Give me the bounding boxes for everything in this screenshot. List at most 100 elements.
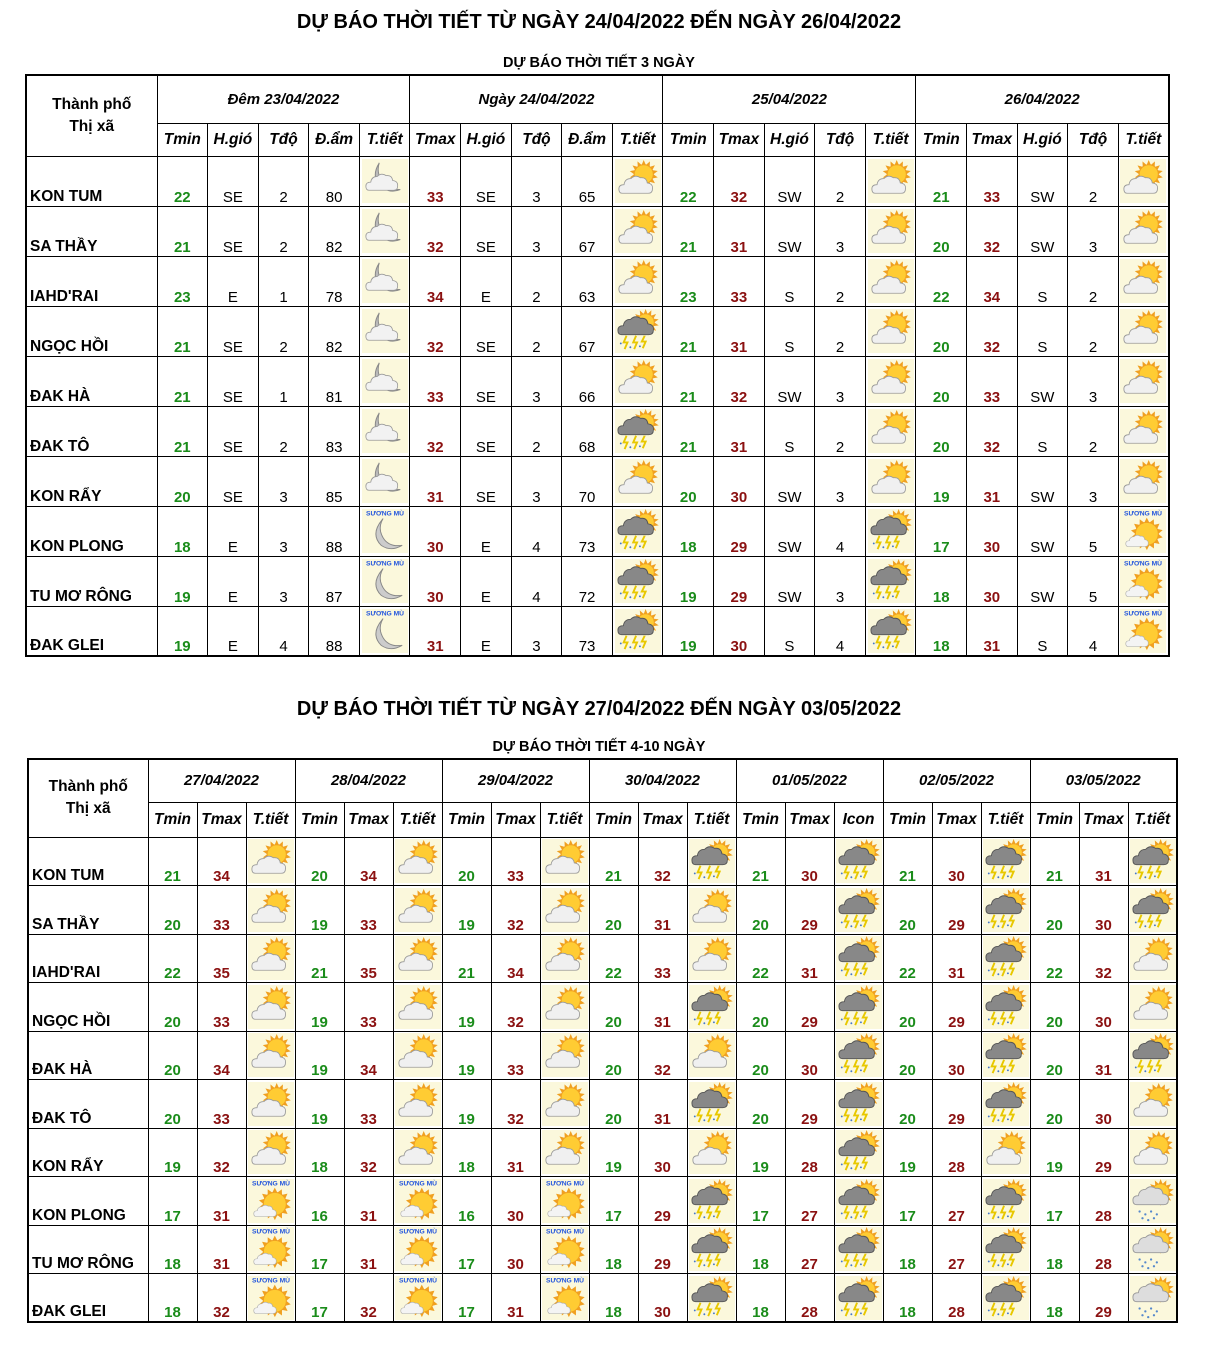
city-name: IAHD'RAI (25, 255, 158, 307)
tmax-value: 30 (637, 1273, 688, 1323)
column-header: Tđộ (257, 122, 310, 157)
thunderstorm-icon (833, 1273, 884, 1323)
tmin-value: 20 (294, 836, 345, 886)
table-row: KON PLONG 17 31 SƯƠNG MÙ 16 31 SƯƠNG MÙ 16 30 SƯƠ… (27, 1176, 1178, 1226)
tmin-value: 22 (1029, 933, 1080, 983)
humidity-value: 88 (308, 605, 360, 657)
tmax-value: 29 (784, 982, 835, 1032)
column-header: T.tiết (392, 801, 443, 838)
wind-force: 2 (814, 255, 866, 307)
tmax-value: 31 (966, 455, 1018, 507)
wind-force: 3 (814, 205, 866, 257)
wind-direction: E (207, 505, 259, 557)
sun-cloud-icon (1117, 255, 1170, 307)
wind-direction: SE (460, 155, 512, 207)
wind-force: 2 (510, 405, 563, 457)
tmax-value: 30 (713, 455, 765, 507)
table-row: NGỌC HỒI 21 SE 2 82 32 SE 2 67 21 31 S 2 20 32 S 2 (25, 305, 1170, 357)
tmax-value: 33 (490, 1030, 541, 1080)
tmax-value: 32 (409, 205, 462, 257)
tmax-value: 32 (196, 1127, 247, 1177)
forecast-title-10day: DỰ BÁO THỜI TIẾT TỪ NGÀY 27/04/2022 ĐẾN … (296, 698, 902, 720)
table-row: ĐAK TÔ 21 SE 2 83 32 SE 2 68 21 31 S 2 20 32 S 2 (25, 405, 1170, 457)
wind-force: 2 (814, 305, 866, 357)
thunderstorm-icon (833, 1030, 884, 1080)
sun-cloud-icon (864, 355, 917, 407)
tmax-value: 29 (713, 505, 765, 557)
tmin-value: 19 (662, 555, 715, 607)
thunderstorm-icon (686, 1176, 737, 1226)
tmax-value: 30 (966, 555, 1018, 607)
wind-direction: S (1016, 405, 1069, 457)
tmin-value: 21 (441, 933, 492, 983)
tmin-value: 20 (915, 405, 967, 457)
column-header: Tmin (441, 801, 492, 838)
tmin-value: 20 (147, 1079, 198, 1129)
rain-sun-icon (1127, 1273, 1178, 1323)
forecast-subtitle-10day: DỰ BÁO THỜI TIẾT 4-10 NGÀY (492, 739, 706, 755)
thunderstorm-icon (611, 405, 664, 457)
tmin-value: 19 (441, 885, 492, 935)
column-header: T.tiết (358, 122, 411, 157)
humidity-value: 73 (561, 505, 613, 557)
tmin-value: 23 (156, 255, 209, 307)
column-header: Tđộ (814, 122, 866, 157)
tmax-value: 27 (931, 1224, 982, 1274)
sun-cloud-icon (392, 1079, 443, 1129)
column-header: Icon (833, 801, 884, 838)
tmax-value: 31 (409, 605, 462, 657)
fog-label: SƯƠNG MÙ (398, 1227, 436, 1236)
humidity-value: 85 (308, 455, 360, 507)
tmin-value: 18 (915, 605, 967, 657)
column-header: Tmax (784, 801, 835, 838)
tmin-value: 16 (294, 1176, 345, 1226)
thunderstorm-icon (833, 933, 884, 983)
humidity-value: 63 (561, 255, 613, 307)
wind-direction: SW (763, 505, 816, 557)
column-header: Tmin (915, 122, 967, 157)
sun-cloud-icon (611, 455, 664, 507)
tmin-value: 19 (1029, 1127, 1080, 1177)
wind-force: 2 (814, 155, 866, 207)
humidity-value: 82 (308, 305, 360, 357)
table-row: TU MƠ RÔNG 19 E 3 87 SƯƠNG MÙ 30 E 4 72 19 29 SW 3 18 3… (25, 555, 1170, 607)
thunderstorm-icon (1127, 1030, 1178, 1080)
tmax-value: 33 (409, 155, 462, 207)
column-header: Tmax (1078, 801, 1129, 838)
city-name: KON RẨY (25, 455, 158, 507)
tmax-value: 29 (784, 885, 835, 935)
thunderstorm-icon (980, 933, 1031, 983)
tmin-value: 20 (882, 982, 933, 1032)
tmin-value: 20 (882, 1030, 933, 1080)
city-header: Thành phố Thị xã (25, 74, 158, 157)
tmax-value: 29 (931, 885, 982, 935)
tmin-value: 20 (735, 885, 786, 935)
wind-direction: SE (207, 305, 259, 357)
tmin-value: 20 (588, 982, 639, 1032)
city-header-line: Thành phố (48, 778, 128, 796)
tmax-value: 32 (713, 355, 765, 407)
city-name: KON RẨY (27, 1127, 149, 1177)
thunderstorm-icon (864, 505, 917, 557)
tmax-value: 27 (931, 1176, 982, 1226)
column-header: Tmax (637, 801, 688, 838)
tmax-value: 29 (637, 1224, 688, 1274)
tmax-value: 32 (966, 205, 1018, 257)
column-header: Tđộ (510, 122, 563, 157)
thunderstorm-icon (980, 1224, 1031, 1274)
humidity-value: 65 (561, 155, 613, 207)
tmin-value: 19 (882, 1127, 933, 1177)
tmax-value: 30 (637, 1127, 688, 1177)
tmin-value: 19 (294, 885, 345, 935)
tmin-value: 17 (294, 1224, 345, 1274)
sun-cloud-icon (1127, 1079, 1178, 1129)
column-header: T.tiết (864, 122, 917, 157)
tmin-value: 21 (156, 205, 209, 257)
city-name: ĐAK GLEI (25, 605, 158, 657)
wind-direction: S (763, 305, 816, 357)
wind-direction: E (207, 605, 259, 657)
thunderstorm-icon (686, 836, 737, 886)
sun-cloud-icon (864, 255, 917, 307)
tmin-value: 18 (735, 1273, 786, 1323)
tmin-value: 20 (915, 205, 967, 257)
